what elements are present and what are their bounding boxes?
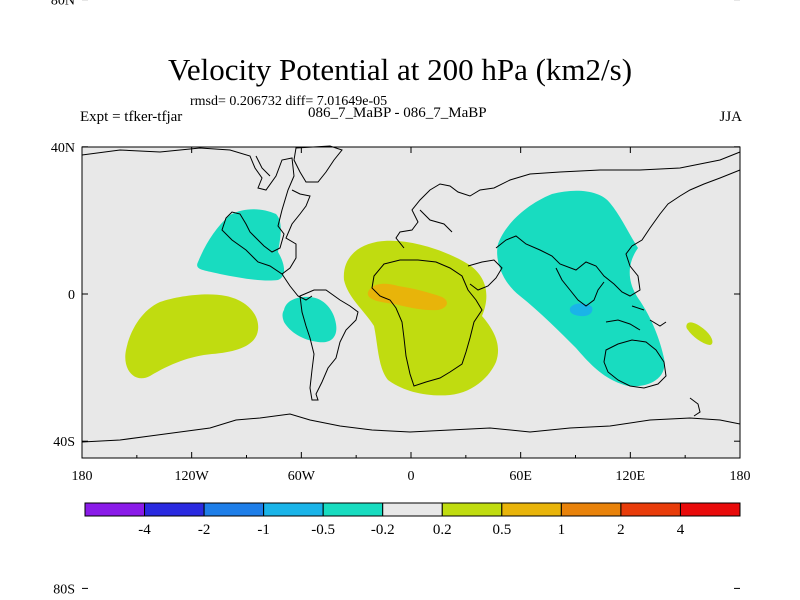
colorbar: -4 -2 -1 -0.5 -0.2 0.2 0.5 1 2 4 xyxy=(84,502,741,538)
stats-line: rmsd= 0.206732 diff= 7.01649e-05 xyxy=(190,94,388,109)
colorbar-box xyxy=(560,502,622,517)
central-positive-anomaly xyxy=(343,240,499,396)
colorbar-box xyxy=(203,502,265,517)
colorbar-box xyxy=(620,502,681,517)
antarctica-coastline xyxy=(81,413,741,443)
colorbar-label: 2 xyxy=(617,522,625,538)
colorbar-label: 4 xyxy=(677,522,685,538)
australia-coastline xyxy=(603,339,667,389)
axis-ticks xyxy=(81,0,741,589)
south-pacific-positive-anomaly xyxy=(125,294,259,379)
indochina-coastline xyxy=(555,267,605,307)
longitude-label: 60W xyxy=(288,469,316,484)
tropical-atlantic-negative-anomaly xyxy=(282,296,337,343)
indian-ocean-strong-negative xyxy=(569,303,593,317)
central-strong-anomaly xyxy=(367,283,447,311)
longitude-labels: 180 120W 60W 0 60E 120E 180 xyxy=(72,469,751,484)
colorbar-box xyxy=(382,502,443,517)
colorbar-labels: -4 -2 -1 -0.5 -0.2 0.2 0.5 1 2 4 xyxy=(138,522,684,538)
latitude-label: 0 xyxy=(68,288,75,303)
south-america-coastline xyxy=(299,289,359,401)
longitude-label: 180 xyxy=(730,469,751,484)
middle-east-coastline xyxy=(467,259,503,291)
north-pacific-negative-anomaly xyxy=(197,209,285,281)
greenland-coastline xyxy=(293,145,343,183)
southwest-pacific-positive-anomaly xyxy=(686,322,713,345)
longitude-label: 120W xyxy=(175,469,210,484)
season-label: JJA xyxy=(719,109,742,125)
colorbar-box xyxy=(441,502,503,517)
longitude-label: 0 xyxy=(408,469,415,484)
latitude-label: 40S xyxy=(53,435,75,450)
latitude-label: 80N xyxy=(51,0,75,9)
east-asia-negative-anomaly xyxy=(497,190,665,387)
africa-coastline xyxy=(371,259,483,387)
north-america-coastline xyxy=(81,147,311,275)
latitude-label: 40N xyxy=(51,141,75,156)
run-comparison-label: 086_7_MaBP - 086_7_MaBP xyxy=(308,105,487,121)
maritime-islands-coastline xyxy=(605,305,667,331)
colorbar-box xyxy=(679,502,741,517)
colorbar-label: -0.5 xyxy=(311,522,335,538)
europe-coastline xyxy=(395,151,741,249)
colorbar-label: -1 xyxy=(257,522,270,538)
colorbar-label: -2 xyxy=(198,522,211,538)
map-area: 180 120W 60W 0 60E 120E 180 80N 40N 0 40S 80S xyxy=(51,0,751,597)
longitude-label: 180 xyxy=(72,469,93,484)
new-zealand-coastline xyxy=(689,397,701,417)
colorbar-box xyxy=(144,502,205,517)
asia-coastline xyxy=(495,169,741,297)
continent-outlines xyxy=(81,145,741,443)
colorbar-label: -0.2 xyxy=(371,522,395,538)
colorbar-box xyxy=(322,502,384,517)
colorbar-box xyxy=(501,502,562,517)
latitude-labels: 80N 40N 0 40S 80S xyxy=(51,0,75,597)
anomaly-fields xyxy=(125,190,713,396)
colorbar-label: 0.5 xyxy=(492,522,511,538)
experiment-label: Expt = tfker-tfjar xyxy=(80,109,183,125)
longitude-label: 120E xyxy=(616,469,646,484)
colorbar-label: 1 xyxy=(558,522,566,538)
latitude-label: 80S xyxy=(53,582,75,597)
longitude-label: 60E xyxy=(509,469,532,484)
colorbar-boxes xyxy=(84,502,741,517)
colorbar-label: 0.2 xyxy=(433,522,452,538)
colorbar-box xyxy=(84,502,146,517)
colorbar-label: -4 xyxy=(138,522,151,538)
map-title: Velocity Potential at 200 hPa (km2/s) xyxy=(167,52,633,87)
colorbar-box xyxy=(263,502,324,517)
central-america-coastline xyxy=(281,273,313,301)
